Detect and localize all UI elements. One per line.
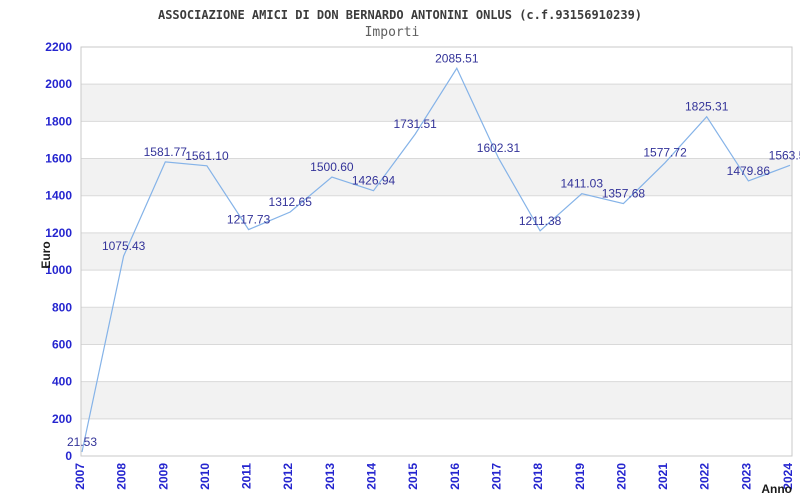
data-point-label: 1411.03 [561,177,604,191]
x-axis-tick-label: 2014 [365,463,379,490]
y-axis-tick-label: 0 [65,449,72,463]
x-axis-tick-label: 2023 [739,463,753,490]
x-axis-tick-label: 2013 [323,463,337,490]
y-axis-tick-label: 600 [52,337,72,351]
y-axis-tick-label: 1800 [45,114,72,128]
y-axis-tick-label: 400 [52,375,72,389]
y-axis-tick-label: 800 [52,300,72,314]
x-axis-tick-label: 2007 [73,463,87,490]
x-axis-tick-label: 2020 [614,463,628,490]
data-point-label: 1479.86 [727,164,771,178]
background-band [81,84,792,122]
data-point-label: 1211.38 [519,214,562,228]
data-point-label: 1500.60 [310,160,354,174]
data-point-label: 1731.51 [393,117,437,131]
x-axis-tick-label: 2010 [198,463,212,490]
data-point-label: 1563.5 [769,148,800,162]
y-axis-tick-label: 1200 [45,226,72,240]
plot-border [80,46,793,457]
y-axis-tick-label: 1000 [45,263,72,277]
x-axis-tick-label: 2016 [448,463,462,490]
x-axis-tick-label: 2018 [531,463,545,490]
x-axis-tick-label: 2009 [156,463,170,490]
background-band [81,381,792,419]
data-point-label: 1825.31 [685,100,729,114]
x-axis-tick-label: 2017 [489,463,503,490]
chart-title: ASSOCIAZIONE AMICI DI DON BERNARDO ANTON… [157,8,643,22]
data-point-label: 1581.77 [144,145,188,159]
x-axis-tick-label: 2021 [656,463,670,490]
y-axis-tick-label: 1600 [45,152,72,166]
data-point-label: 1426.94 [352,174,396,188]
y-axis-tick-label: 2200 [45,40,72,54]
x-axis-tick-label: 2024 [781,463,795,490]
background-band [81,307,792,345]
data-point-label: 1075.43 [102,239,146,253]
x-axis-tick-label: 2012 [281,463,295,490]
x-axis-title: Anno [761,482,792,496]
data-point-label: 1357.68 [602,187,646,201]
data-point-label: 1577.72 [643,146,687,160]
y-axis-tick-label: 1400 [45,189,72,203]
y-axis-tick-label: 2000 [45,77,72,91]
data-line-importi [81,67,791,453]
x-axis-tick-label: 2019 [573,463,587,490]
data-point-label: 2085.51 [435,51,479,65]
x-axis-tick-label: 2011 [240,463,254,489]
data-point-label: 1561.10 [185,149,229,163]
chart-subtitle: Importi [364,25,420,40]
data-point-label: 1312.65 [269,195,313,209]
data-point-label: 1217.73 [227,213,271,227]
background-band [81,232,792,271]
y-axis-title: Euro [39,241,53,268]
data-point-label: 21.53 [67,435,97,449]
y-axis-tick-label: 200 [52,412,72,426]
x-axis-tick-label: 2008 [115,463,129,490]
x-axis-tick-label: 2022 [698,463,712,490]
data-point-label: 1602.31 [477,141,521,155]
x-axis-tick-label: 2015 [406,463,420,490]
